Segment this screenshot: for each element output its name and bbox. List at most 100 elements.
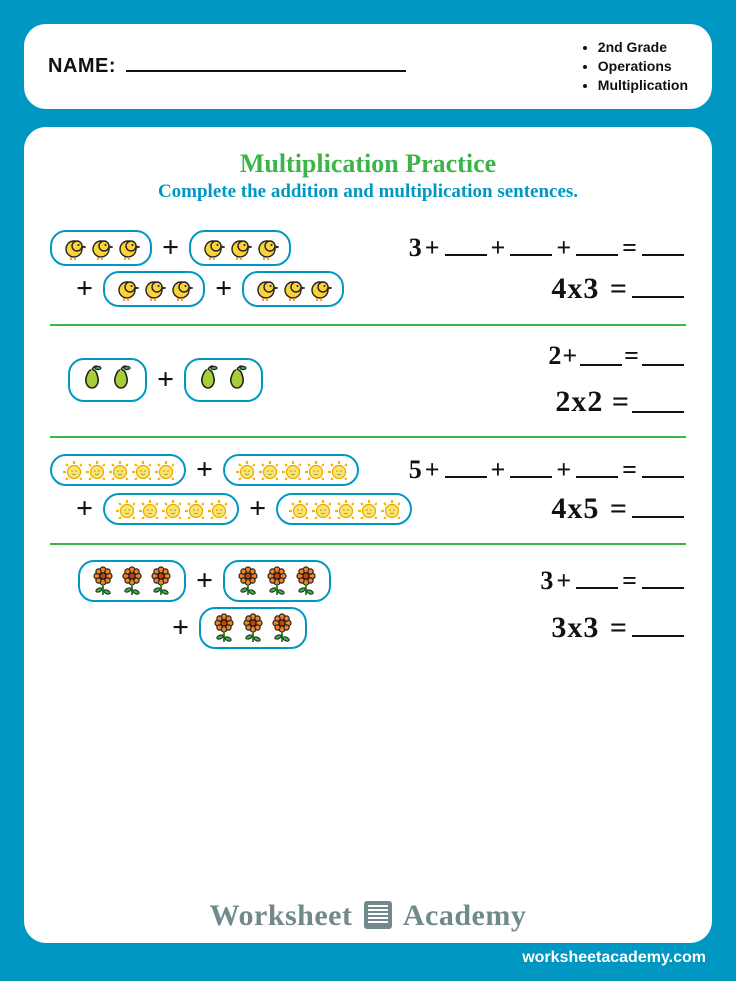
chick-icon — [115, 277, 139, 301]
icon-group-box — [189, 230, 291, 266]
problem-1: + 3+++= ++ 4x3 = — [50, 215, 686, 324]
answer-blank[interactable] — [576, 573, 618, 589]
name-label: NAME: — [48, 55, 116, 78]
answer-blank[interactable] — [445, 240, 487, 256]
chick-icon — [228, 236, 252, 260]
answer-blank[interactable] — [445, 462, 487, 478]
tag-topic: Operations — [598, 57, 688, 76]
problem-2: + 2+= 2x2 = — [50, 326, 686, 436]
addition-sentence: 3+= — [540, 566, 686, 596]
chick-icon — [201, 236, 225, 260]
answer-blank[interactable] — [632, 502, 684, 518]
sun-icon — [138, 499, 158, 519]
chick-icon — [142, 277, 166, 301]
tag-grade: 2nd Grade — [598, 38, 688, 57]
flower-icon — [293, 566, 319, 596]
answer-blank[interactable] — [576, 240, 618, 256]
icon-group-box — [184, 358, 263, 402]
sun-icon — [207, 499, 227, 519]
sun-icon — [380, 499, 400, 519]
icon-group-box — [199, 607, 307, 649]
multiplication-sentence: 3x3 = — [551, 611, 686, 645]
multiplication-sentence: 4x5 = — [551, 492, 686, 526]
icon-group-box — [50, 454, 186, 486]
chick-icon — [89, 236, 113, 260]
flower-icon — [148, 566, 174, 596]
worksheet-card: Multiplication Practice Complete the add… — [24, 127, 712, 943]
icon-group-box — [242, 271, 344, 307]
brand-logo-icon — [364, 901, 392, 929]
chick-icon — [281, 277, 305, 301]
page-outer: NAME: 2nd Grade Operations Multiplicatio… — [0, 0, 736, 981]
pear-icon — [225, 364, 251, 396]
answer-blank[interactable] — [642, 240, 684, 256]
tag-subtopic: Multiplication — [598, 76, 688, 95]
icon-group-box — [78, 560, 186, 602]
addition-sentence: 2+= — [548, 341, 686, 371]
flower-icon — [264, 566, 290, 596]
sun-icon — [161, 499, 181, 519]
worksheet-title: Multiplication Practice — [50, 149, 686, 179]
answer-blank[interactable] — [580, 350, 622, 366]
sun-icon — [154, 460, 174, 480]
pear-icon — [80, 364, 106, 396]
multiplication-sentence: 4x3 = — [551, 272, 686, 306]
answer-blank[interactable] — [632, 397, 684, 413]
sun-icon — [258, 460, 278, 480]
multiplication-sentence: 2x2 = — [555, 385, 686, 419]
chick-icon — [169, 277, 193, 301]
brand-right: Academy — [403, 899, 526, 932]
answer-blank[interactable] — [642, 573, 684, 589]
flower-icon — [240, 613, 266, 643]
sun-icon — [327, 460, 347, 480]
icon-group-box — [276, 493, 412, 525]
answer-blank[interactable] — [632, 282, 684, 298]
sun-icon — [334, 499, 354, 519]
icon-group-box — [223, 560, 331, 602]
problem-4: + 3+= + 3x3 = — [50, 545, 686, 666]
header-tags: 2nd Grade Operations Multiplication — [580, 38, 688, 95]
icon-group-box — [68, 358, 147, 402]
brand-footer: Worksheet Academy — [50, 895, 686, 933]
sun-icon — [304, 460, 324, 480]
site-url: worksheetacademy.com — [24, 949, 712, 967]
addition-sentence: 3+++= — [409, 233, 686, 263]
chick-icon — [62, 236, 86, 260]
chick-icon — [116, 236, 140, 260]
answer-blank[interactable] — [632, 621, 684, 637]
chick-icon — [254, 277, 278, 301]
header-card: NAME: 2nd Grade Operations Multiplicatio… — [24, 24, 712, 109]
sun-icon — [85, 460, 105, 480]
icon-group-box — [103, 271, 205, 307]
answer-blank[interactable] — [510, 462, 552, 478]
sun-icon — [281, 460, 301, 480]
icon-group-box — [103, 493, 239, 525]
answer-blank[interactable] — [576, 462, 618, 478]
sun-icon — [311, 499, 331, 519]
answer-blank[interactable] — [510, 240, 552, 256]
sun-icon — [108, 460, 128, 480]
pear-icon — [196, 364, 222, 396]
brand-left: Worksheet — [210, 899, 353, 932]
flower-icon — [211, 613, 237, 643]
sun-icon — [288, 499, 308, 519]
sun-icon — [357, 499, 377, 519]
icon-group-box — [223, 454, 359, 486]
flower-icon — [235, 566, 261, 596]
name-blank-line[interactable] — [126, 58, 406, 72]
sun-icon — [62, 460, 82, 480]
icon-group-box — [50, 230, 152, 266]
sun-icon — [115, 499, 135, 519]
chick-icon — [308, 277, 332, 301]
sun-icon — [131, 460, 151, 480]
pear-icon — [109, 364, 135, 396]
problems-container: + 3+++= ++ 4x3 = + 2+= 2x2 = + 5+++= ++ … — [50, 215, 686, 666]
flower-icon — [269, 613, 295, 643]
problem-3: + 5+++= ++ 4x5 = — [50, 438, 686, 543]
flower-icon — [90, 566, 116, 596]
addition-sentence: 5+++= — [409, 455, 686, 485]
sun-icon — [184, 499, 204, 519]
name-field: NAME: — [48, 55, 406, 78]
answer-blank[interactable] — [642, 350, 684, 366]
answer-blank[interactable] — [642, 462, 684, 478]
